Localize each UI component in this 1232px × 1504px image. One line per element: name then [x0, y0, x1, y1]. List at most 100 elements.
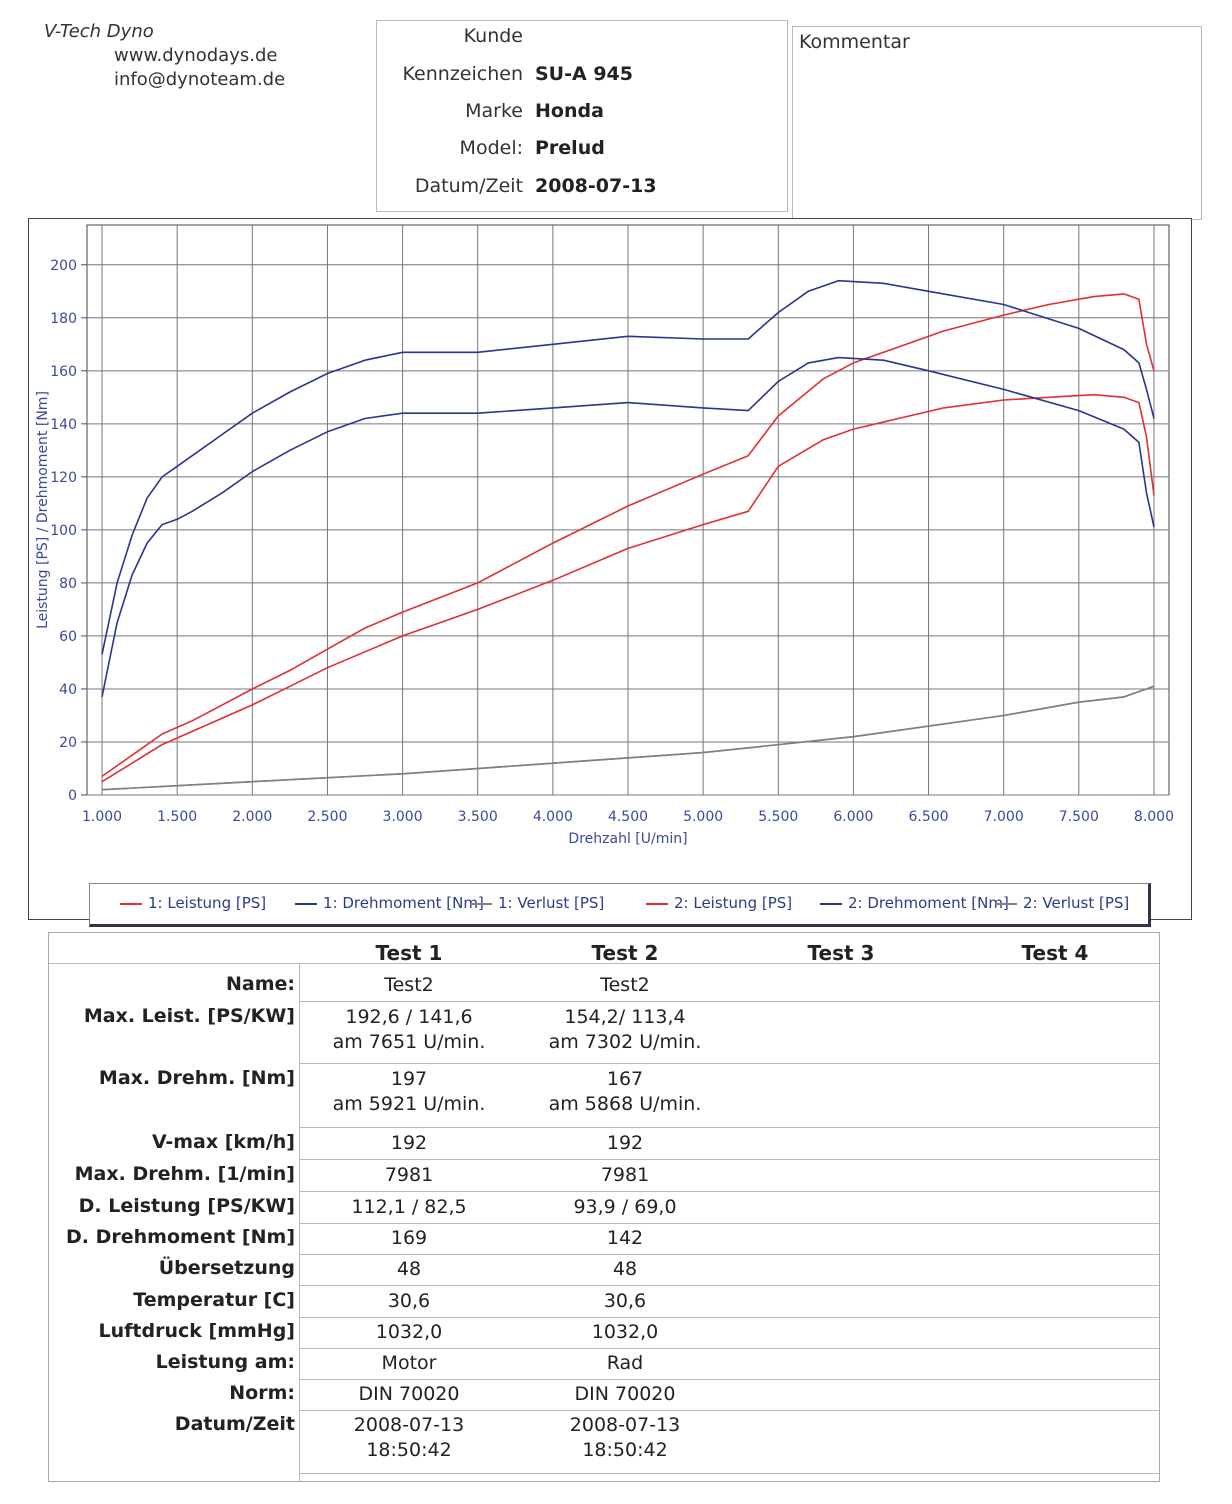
legend-label: 2: Verlust [PS]	[1023, 894, 1130, 912]
x-tick-label: 7.500	[1059, 809, 1099, 825]
x-tick-label: 5.500	[758, 809, 798, 825]
company-name: V-Tech Dyno	[44, 21, 154, 42]
legend-entry: 1: Drehmoment [Nm]	[295, 894, 484, 912]
vehicle-info-box: Kunde Kennzeichen SU-A 945 Marke Honda M…	[376, 20, 788, 212]
row-value: Test2	[600, 974, 650, 996]
info-row-model: Model: Prelud	[377, 137, 787, 171]
legend-label: 2: Drehmoment [Nm]	[848, 894, 1009, 912]
kennzeichen-label: Kennzeichen	[402, 63, 523, 85]
row-value: 169	[390, 1227, 428, 1249]
y-tick-label: 40	[59, 682, 77, 698]
row-value: 93,9 / 69,0	[573, 1196, 677, 1218]
row-label: Max. Drehm. [Nm]	[98, 1067, 295, 1089]
x-tick-label: 4.000	[533, 809, 573, 825]
kennzeichen-value: SU-A 945	[535, 63, 633, 85]
info-row-datum: Datum/Zeit 2008-07-13	[377, 175, 787, 209]
x-tick-label: 5.000	[683, 809, 723, 825]
row-value: 2008-07-13 18:50:42	[353, 1414, 465, 1461]
row-label: Luftdruck [mmHg]	[98, 1320, 295, 1342]
x-tick-label: 3.000	[383, 809, 423, 825]
row-value: 30,6	[387, 1290, 431, 1312]
row-value: 192	[606, 1132, 644, 1154]
row-divider	[299, 1223, 1159, 1224]
row-value: 7981	[600, 1164, 650, 1186]
row-label: Norm:	[229, 1382, 295, 1404]
legend-swatch	[995, 902, 1017, 905]
row-value: Rad	[606, 1352, 644, 1374]
row-value: 30,6	[603, 1290, 647, 1312]
x-tick-label: 8.000	[1134, 809, 1174, 825]
row-divider	[299, 1379, 1159, 1380]
x-tick-label: 7.000	[984, 809, 1024, 825]
model-label: Model:	[459, 137, 523, 159]
column-header: Test 4	[1021, 941, 1089, 965]
y-tick-label: 60	[59, 629, 77, 645]
x-tick-label: 2.500	[307, 809, 347, 825]
table-divider	[49, 963, 1159, 964]
legend-swatch	[295, 902, 317, 905]
info-row-kennzeichen: Kennzeichen SU-A 945	[377, 63, 787, 97]
column-header: Test 1	[375, 941, 443, 965]
legend-label: 2: Leistung [PS]	[674, 894, 793, 912]
row-value: 1032,0	[591, 1321, 659, 1343]
x-tick-label: 6.000	[833, 809, 873, 825]
x-tick-label: 4.500	[608, 809, 648, 825]
legend-swatch	[820, 902, 842, 905]
row-value: 154,2/ 113,4 am 7302 U/min.	[548, 1006, 702, 1053]
series-line-4	[101, 393, 1155, 783]
row-value: Motor	[381, 1352, 437, 1374]
y-tick-label: 80	[59, 576, 77, 592]
row-divider	[299, 1001, 1159, 1002]
x-tick-label: 1.000	[82, 809, 122, 825]
y-tick-label: 120	[50, 470, 77, 486]
row-label: Max. Leist. [PS/KW]	[83, 1005, 295, 1027]
legend-entry: 1: Verlust [PS]	[470, 894, 604, 912]
chart-grid	[86, 224, 1170, 796]
legend-swatch	[470, 902, 492, 905]
row-divider	[299, 1127, 1159, 1128]
row-value: 192,6 / 141,6 am 7651 U/min.	[332, 1006, 486, 1053]
row-label: Datum/Zeit	[174, 1413, 295, 1435]
row-value: DIN 70020	[358, 1383, 460, 1405]
series-line-2	[101, 279, 1155, 655]
dyno-chart-frame: 1.000 1.500 2.000 2.500 3.000 3.500 4.000 4.500…	[28, 218, 1192, 927]
row-value: DIN 70020	[574, 1383, 676, 1405]
legend-swatch	[120, 902, 142, 905]
y-tick-label: 180	[50, 311, 77, 327]
row-label: Leistung am:	[155, 1351, 295, 1373]
series-line-1	[101, 293, 1155, 778]
row-value: 2008-07-13 18:50:42	[569, 1414, 681, 1461]
y-axis-label: Leistung [PS] / Drehmoment [Nm]	[35, 391, 51, 629]
x-tick-label: 2.000	[232, 809, 272, 825]
row-value: 48	[612, 1258, 638, 1280]
row-label: Name:	[225, 973, 295, 995]
legend-entry: 2: Verlust [PS]	[995, 894, 1129, 912]
legend-entry: 2: Leistung [PS]	[646, 894, 792, 912]
y-tick-label: 160	[50, 364, 77, 380]
y-tick-label: 140	[50, 417, 77, 433]
datum-value: 2008-07-13	[535, 175, 657, 197]
row-divider	[299, 1473, 1159, 1474]
x-tick-label: 3.500	[458, 809, 498, 825]
marke-label: Marke	[465, 100, 523, 122]
y-tick-label: 20	[59, 735, 77, 751]
row-label: Übersetzung	[158, 1257, 295, 1279]
row-divider	[299, 1285, 1159, 1286]
row-value: 112,1 / 82,5	[351, 1196, 467, 1218]
y-tick-label: 100	[50, 523, 77, 539]
column-header: Test 2	[591, 941, 659, 965]
row-divider	[299, 1254, 1159, 1255]
row-divider	[299, 1063, 1159, 1064]
dyno-chart: 1.000 1.500 2.000 2.500 3.000 3.500 4.000 4.500…	[35, 224, 1174, 847]
row-label: V-max [km/h]	[152, 1131, 295, 1153]
series-line-6	[101, 685, 1155, 791]
info-row-marke: Marke Honda	[377, 100, 787, 134]
row-divider	[299, 1348, 1159, 1349]
x-tick-label: 1.500	[157, 809, 197, 825]
model-value: Prelud	[535, 137, 605, 159]
x-axis-label: Drehzahl [U/min]	[568, 831, 687, 847]
company-header: V-Tech Dyno www.dynodays.de info@dynotea…	[44, 20, 304, 92]
row-value: 7981	[384, 1164, 434, 1186]
row-label: Temperatur [C]	[133, 1289, 295, 1311]
legend-label: 1: Verlust [PS]	[498, 894, 605, 912]
